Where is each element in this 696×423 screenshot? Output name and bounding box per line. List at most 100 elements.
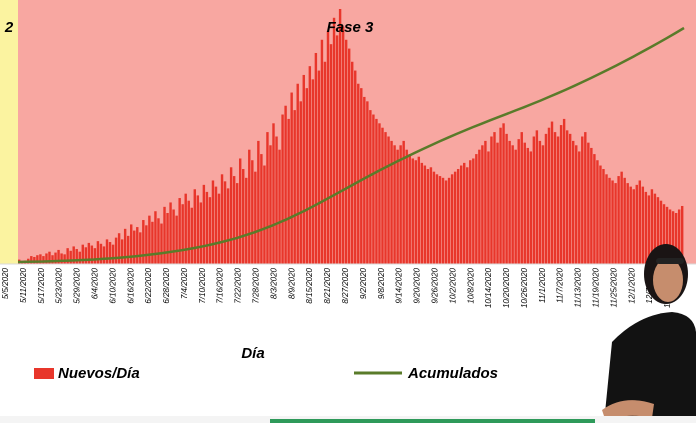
bar [208, 197, 212, 264]
bar [63, 254, 66, 264]
bar [338, 9, 342, 264]
x-tick-label: 9/8/2020 [377, 267, 386, 299]
bar [617, 176, 620, 264]
bar [145, 225, 148, 264]
bar [432, 171, 436, 264]
bar [90, 245, 94, 264]
bar [466, 167, 469, 264]
bar [484, 140, 487, 264]
bar [205, 191, 209, 264]
bar [266, 132, 269, 264]
bar [220, 174, 224, 264]
legend-swatch-nuevos [34, 368, 54, 379]
bar [223, 181, 227, 264]
bar [284, 105, 287, 264]
bar [120, 239, 124, 264]
phase-labels: 2 Fase 3 [4, 19, 374, 36]
bar [584, 132, 587, 264]
bottom-green-bar [270, 419, 595, 423]
bar [429, 167, 433, 264]
bar [354, 70, 357, 264]
x-tick-label: 11/19/2020 [592, 267, 601, 307]
bar [311, 79, 315, 264]
x-tick-label: 7/4/2020 [180, 267, 189, 299]
bar [626, 183, 629, 264]
bar [502, 123, 505, 264]
bar [499, 127, 502, 265]
bar [375, 118, 378, 264]
bar [459, 165, 463, 264]
x-tick-label: 5/29/2020 [73, 267, 82, 303]
bar [481, 145, 484, 264]
bar [472, 158, 475, 264]
bar [553, 132, 557, 264]
bar [51, 255, 54, 264]
x-tick-label: 6/22/2020 [144, 267, 153, 303]
bar [87, 242, 91, 264]
bar [272, 123, 275, 264]
bar [378, 123, 381, 264]
bar [587, 142, 590, 264]
bar [248, 149, 251, 264]
bar [217, 193, 221, 264]
x-tick-label: 11/25/2020 [609, 267, 618, 307]
x-tick-label: 10/20/2020 [502, 267, 511, 308]
bar [57, 249, 60, 264]
bar [453, 171, 457, 264]
line-acumulados [0, 26, 696, 265]
x-tick-label: 9/14/2020 [395, 267, 404, 303]
bar [160, 223, 163, 264]
bar [420, 162, 424, 264]
bar [108, 242, 112, 264]
bar [235, 183, 239, 264]
bar [290, 92, 293, 264]
x-tick-label: 9/2/2020 [359, 267, 368, 299]
bar [347, 48, 351, 264]
bar [372, 114, 375, 265]
bar [659, 200, 663, 264]
bar [578, 151, 581, 264]
legend-label-acumulados: Acumulados [407, 365, 498, 382]
bar [514, 149, 517, 264]
bar [181, 204, 184, 264]
bar [84, 247, 88, 264]
bar [36, 255, 39, 264]
x-tick-label: 5/11/2020 [19, 267, 28, 303]
bar [475, 154, 478, 264]
bar [126, 235, 130, 264]
x-tick-label: 5/17/2020 [37, 267, 46, 303]
bar [556, 136, 560, 264]
bar [72, 246, 75, 264]
bar [493, 132, 496, 264]
bar [505, 133, 508, 264]
bar [69, 250, 72, 264]
x-tick-label: 11/1/2020 [538, 267, 547, 303]
bar [296, 83, 299, 265]
bar [677, 209, 681, 264]
x-tick-label: 5/5/2020 [1, 267, 10, 299]
bar [332, 17, 336, 264]
bar [463, 162, 466, 264]
bar [320, 39, 324, 264]
bar [157, 218, 160, 264]
bar [478, 149, 481, 264]
bar [293, 110, 296, 265]
bar [263, 165, 266, 264]
acumulados-line [17, 26, 685, 264]
bar [447, 177, 451, 264]
bar [456, 169, 460, 264]
bar [257, 140, 260, 264]
bar [169, 202, 172, 264]
bar [653, 193, 657, 264]
bar [387, 136, 390, 264]
bar [611, 180, 614, 264]
bar [490, 136, 493, 264]
bar [226, 188, 230, 264]
bar [133, 230, 136, 264]
bars-nuevos-dia [18, 9, 684, 265]
bar [538, 140, 542, 264]
bar [78, 251, 81, 264]
bar [405, 149, 408, 264]
bar [535, 130, 539, 264]
